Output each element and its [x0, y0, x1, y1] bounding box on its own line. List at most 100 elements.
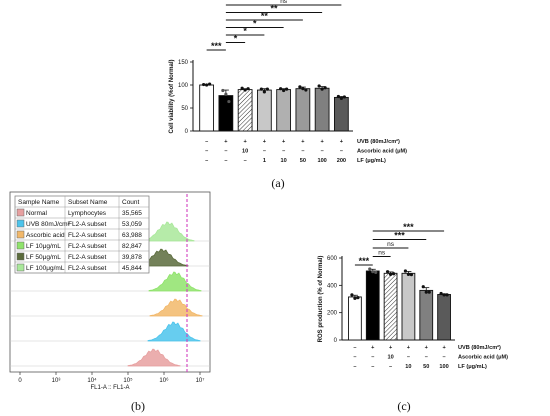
- data-point: [301, 87, 305, 91]
- condition-label: LF (μg/mL): [458, 364, 487, 370]
- histogram-0: [127, 348, 181, 367]
- data-point: [265, 87, 269, 91]
- sample-count: 53,059: [122, 221, 142, 228]
- sample-count: 35,565: [122, 210, 142, 217]
- significance-label: ***: [211, 41, 222, 51]
- data-point: [243, 88, 247, 92]
- data-point: [205, 83, 209, 87]
- data-point: [279, 87, 283, 91]
- data-point: [285, 87, 289, 91]
- significance-label: ***: [394, 231, 405, 241]
- condition-value: –: [301, 149, 304, 155]
- data-point: [282, 88, 286, 93]
- data-point: [339, 96, 343, 100]
- sample-count: 82,847: [122, 243, 142, 250]
- x-tick-label: 10⁶: [159, 377, 169, 384]
- bar: [276, 89, 292, 132]
- sample-name: LF 50μg/mL: [26, 254, 61, 261]
- condition-value: +: [389, 345, 393, 351]
- table-header: Subset Name: [68, 199, 108, 206]
- condition-value: 100: [439, 364, 448, 370]
- condition-label: Ascorbic acid (μM): [458, 355, 508, 361]
- data-point: [442, 293, 446, 297]
- bar: [218, 95, 234, 132]
- condition-value: +: [301, 139, 305, 145]
- condition-value: +: [224, 139, 228, 145]
- y-tick-label: 0: [185, 129, 189, 135]
- table-header: Count: [122, 199, 140, 206]
- condition-label: Ascorbic acid (μM): [357, 149, 407, 155]
- condition-value: –: [282, 149, 285, 155]
- subset-name: Lymphocytes: [68, 210, 107, 217]
- data-point: [259, 87, 263, 91]
- data-point: [224, 92, 228, 96]
- condition-value: –: [371, 355, 374, 361]
- significance-label: ***: [403, 222, 414, 232]
- panel-label-c: (c): [397, 399, 410, 413]
- y-axis-title: ROS production (% of Normal): [318, 256, 324, 343]
- sample-name: LF 100μg/mL: [26, 265, 65, 272]
- y-tick-label: 400: [327, 283, 338, 289]
- condition-value: +: [340, 139, 344, 145]
- bar: [295, 88, 311, 132]
- data-point: [356, 296, 360, 300]
- bar: [437, 294, 451, 341]
- data-point: [409, 273, 414, 277]
- condition-value: 10: [405, 364, 411, 370]
- data-point: [304, 88, 308, 92]
- significance-label: **: [270, 4, 278, 14]
- data-point: [202, 82, 206, 87]
- table-header: Sample Name: [18, 199, 60, 206]
- sample-count: 45,844: [122, 265, 142, 272]
- condition-value: –: [371, 364, 374, 370]
- data-point: [427, 290, 431, 294]
- condition-value: –: [443, 355, 446, 361]
- bar: [333, 96, 349, 132]
- data-point: [371, 270, 375, 274]
- data-point: [421, 285, 425, 289]
- legend-swatch: [16, 263, 25, 272]
- data-point: [320, 87, 324, 91]
- bar: [237, 89, 253, 132]
- condition-value: 10: [387, 355, 393, 361]
- significance-label: ns: [387, 241, 395, 248]
- condition-value: +: [243, 139, 247, 145]
- condition-value: –: [263, 149, 266, 155]
- y-axis-title: Cell viability (%of Normal): [169, 59, 175, 133]
- condition-value: –: [321, 149, 324, 155]
- subset-name: FL2-A subset: [68, 232, 106, 239]
- x-tick-label: 10⁵: [123, 377, 133, 384]
- x-tick-label: 10⁴: [87, 377, 97, 384]
- bar: [383, 272, 398, 341]
- x-tick-label: 0: [18, 378, 22, 384]
- data-point: [298, 85, 302, 89]
- data-point: [350, 293, 354, 297]
- histogram-3: [148, 271, 202, 292]
- data-point: [445, 293, 449, 297]
- bar: [348, 296, 362, 341]
- legend-swatch: [16, 252, 25, 261]
- condition-value: +: [407, 345, 411, 351]
- condition-value: +: [320, 139, 324, 145]
- significance-label: ns: [280, 0, 288, 5]
- y-tick-label: 150: [178, 60, 189, 66]
- condition-value: –: [340, 149, 343, 155]
- condition-value: –: [353, 364, 356, 370]
- significance-label: *: [243, 26, 247, 36]
- data-point: [391, 272, 396, 276]
- data-point: [262, 90, 266, 94]
- data-point: [317, 84, 321, 88]
- legend-swatch: [16, 208, 25, 217]
- condition-label: LF (μg/mL): [357, 158, 386, 164]
- condition-value: +: [425, 345, 429, 351]
- data-point: [208, 82, 212, 86]
- x-axis-title: FL1-A :: FL1-A: [90, 385, 129, 391]
- y-tick-label: 200: [327, 311, 338, 317]
- y-tick-label: 0: [334, 338, 338, 344]
- histogram-5: [141, 221, 195, 242]
- data-point: [388, 272, 393, 276]
- condition-value: –: [389, 364, 392, 370]
- bar: [419, 289, 434, 341]
